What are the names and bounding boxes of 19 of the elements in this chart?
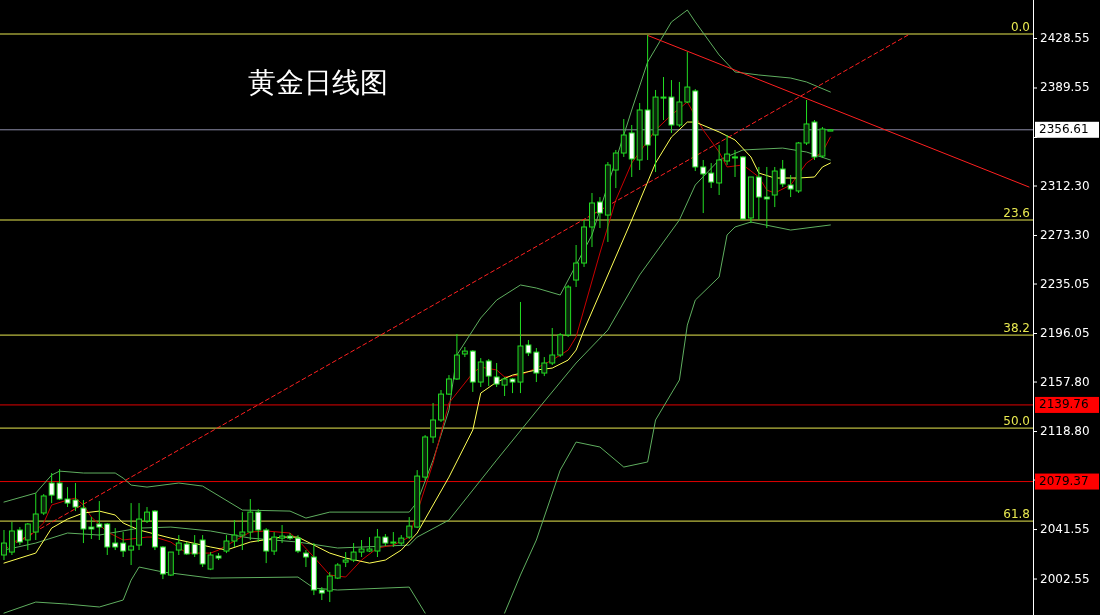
y-tick-label: 2157.80 bbox=[1040, 374, 1090, 389]
annotation: 38.2 bbox=[1003, 321, 1030, 336]
annotation: 0.0 bbox=[1010, 20, 1030, 34]
text: 黄金日线图 bbox=[248, 66, 388, 99]
y-tick-label: 2118.80 bbox=[1040, 424, 1090, 439]
annotation: 50.0 bbox=[1003, 414, 1030, 429]
y-tick-label: 2273.30 bbox=[1040, 227, 1090, 242]
ref-line-label: 2356.61 bbox=[1039, 122, 1089, 137]
annotation: 61.8 bbox=[1003, 507, 1030, 522]
ref-line-label: 2139.76 bbox=[1039, 397, 1089, 412]
y-tick-label: 2389.55 bbox=[1040, 80, 1090, 95]
y-tick-label: 2235.05 bbox=[1040, 276, 1090, 291]
ref-line-label: 2079.37 bbox=[1039, 474, 1089, 489]
y-tick-label: 2041.55 bbox=[1040, 522, 1090, 537]
y-tick-label: 2428.55 bbox=[1040, 31, 1090, 46]
y-tick-label: 2002.55 bbox=[1040, 571, 1090, 586]
y-tick-label: 2312.30 bbox=[1040, 178, 1090, 193]
y-tick-label: 2196.05 bbox=[1040, 326, 1090, 341]
annotation: 23.6 bbox=[1003, 206, 1030, 221]
